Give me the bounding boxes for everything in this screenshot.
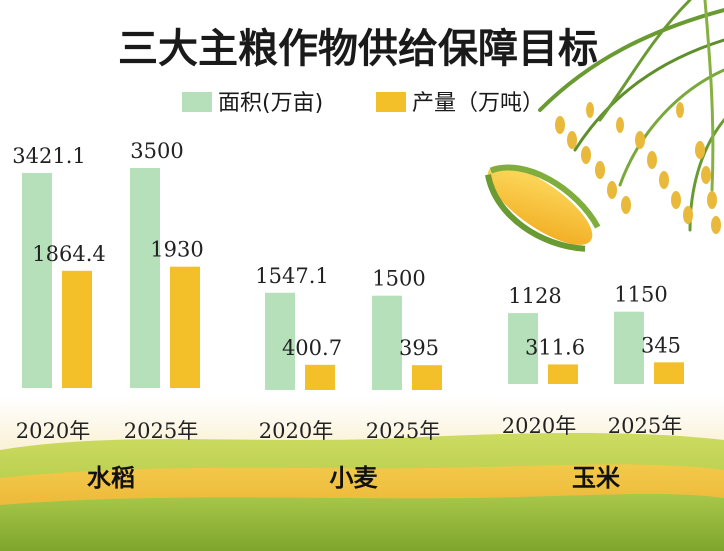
bar-area-2-1 — [614, 311, 644, 384]
bar-output-2-0 — [548, 364, 578, 384]
value-label-area-2-0: 1128 — [508, 284, 561, 308]
value-label-area-0-0: 3421.1 — [12, 144, 85, 168]
bar-area-0-1 — [130, 168, 160, 388]
bar-output-2-1 — [654, 362, 684, 384]
value-label-area-0-1: 3500 — [130, 139, 183, 163]
category-label-0: 水稻 — [87, 464, 135, 492]
chart-title: 三大主粮作物供给保障目标 — [118, 26, 598, 72]
rice-stalks-decoration — [538, 0, 724, 232]
legend-label-output: 产量（万吨） — [412, 91, 544, 116]
value-label-output-2-0: 311.6 — [525, 335, 585, 359]
field-landscape-decoration — [0, 433, 724, 551]
bar-output-1-0 — [305, 364, 335, 390]
bar-area-0-0 — [22, 172, 52, 388]
value-label-output-0-0: 1864.4 — [32, 242, 105, 266]
x-label-0-0: 2020年 — [16, 419, 90, 443]
corn-cob-decoration — [485, 164, 601, 252]
bar-output-1-1 — [412, 365, 442, 390]
rice-grains-decoration — [555, 102, 721, 234]
legend-swatch-area — [182, 92, 212, 112]
bar-area-1-1 — [372, 295, 402, 390]
bar-area-1-0 — [265, 292, 295, 390]
value-label-output-2-1: 345 — [641, 333, 681, 357]
value-label-output-1-0: 400.7 — [282, 336, 342, 360]
bar-output-0-0 — [62, 270, 92, 388]
category-label-2: 玉米 — [572, 464, 620, 492]
x-label-1-1: 2025年 — [366, 419, 440, 443]
value-label-area-1-1: 1500 — [372, 267, 425, 291]
x-label-1-0: 2020年 — [259, 419, 333, 443]
value-label-output-1-1: 395 — [399, 336, 439, 360]
x-label-2-1: 2025年 — [608, 414, 682, 438]
legend: 面积(万亩) 产量（万吨） — [182, 91, 544, 116]
x-label-2-0: 2020年 — [502, 414, 576, 438]
category-label-1: 小麦 — [330, 464, 379, 492]
value-label-area-2-1: 1150 — [614, 283, 667, 307]
value-label-output-0-1: 1930 — [150, 238, 203, 262]
bar-area-2-0 — [508, 313, 538, 384]
legend-swatch-output — [376, 92, 406, 112]
x-label-0-1: 2025年 — [124, 419, 198, 443]
value-label-area-1-0: 1547.1 — [255, 264, 328, 288]
legend-label-area: 面积(万亩) — [218, 91, 323, 116]
bar-output-0-1 — [170, 266, 200, 388]
bars-layer — [22, 168, 684, 390]
